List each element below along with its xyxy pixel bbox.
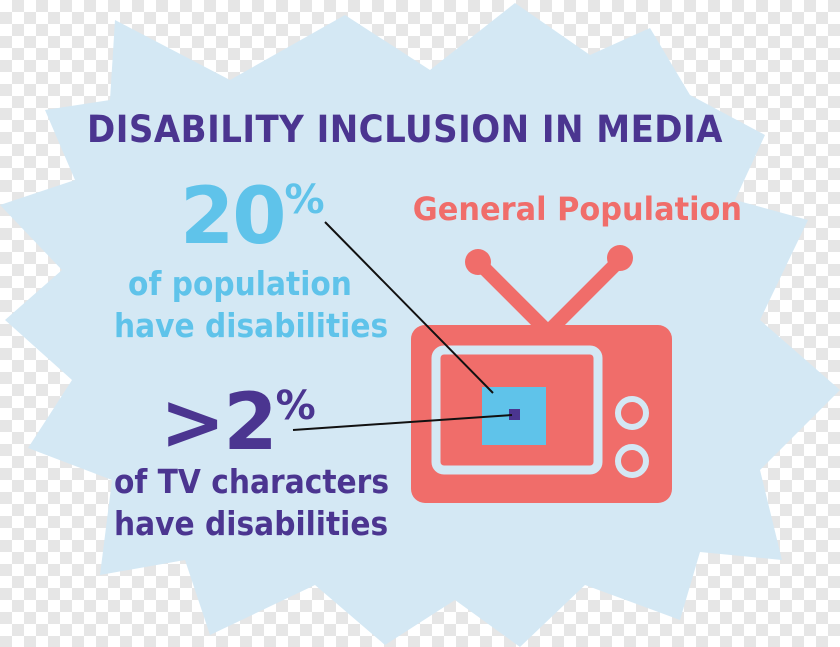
tv-antenna-tip-left: [465, 249, 491, 275]
population-percent-unit: %: [284, 177, 325, 223]
tv-characters-percent: >2%: [160, 383, 316, 462]
population-description-line1: of population: [128, 264, 352, 303]
tv-antenna-right: [541, 255, 625, 339]
tv-characters-description: of TV characters have disabilities: [114, 461, 390, 545]
tv-screen: [431, 345, 603, 475]
tv-knob-top: [615, 396, 649, 430]
tv-characters-percent-value: >2: [160, 378, 278, 468]
tv-knob-bottom: [615, 444, 649, 478]
tv-characters-description-line1: of TV characters: [114, 462, 390, 501]
general-population-label: General Population: [412, 190, 743, 228]
tv-antenna-left: [471, 255, 555, 339]
tv-antenna-tip-right: [607, 245, 633, 271]
population-percent: 20%: [180, 177, 325, 256]
tv-pointer-line: [292, 414, 513, 431]
television-icon: [411, 245, 672, 503]
tv-characters-percent-unit: %: [275, 383, 316, 429]
tv-characters-description-line2: have disabilities: [114, 504, 389, 543]
population-percent-value: 20: [180, 172, 287, 262]
population-description: of population have disabilities: [114, 263, 389, 347]
population-pointer-line: [324, 221, 494, 394]
page-title: DISABILITY INCLUSION IN MEDIA: [87, 108, 723, 151]
tv-characters-square: [509, 409, 520, 420]
population-description-line2: have disabilities: [114, 306, 389, 345]
